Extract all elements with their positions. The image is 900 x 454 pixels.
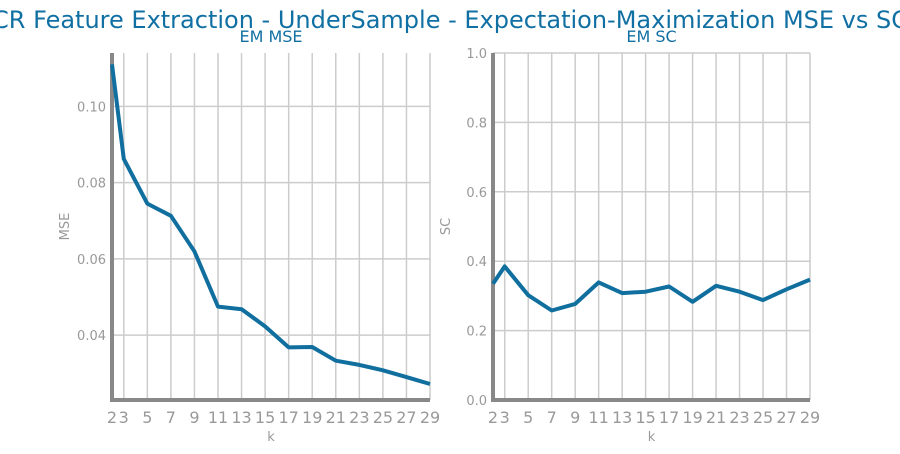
mse-y-tick-label: 0.10	[77, 100, 106, 115]
sc-x-tick-label: 19	[682, 408, 702, 427]
sc-y-axis-title: SC	[439, 218, 454, 235]
sc-x-tick-label: 15	[635, 408, 655, 427]
mse-x-tick-label: 29	[420, 408, 440, 427]
sc-panel: 0.00.20.40.60.81.02 3 5 7 9 11 13 15 17 19 21 23 25 2…	[439, 27, 820, 445]
sc-x-tick-label: 13	[612, 408, 632, 427]
sc-y-tick-label: 0.0	[466, 394, 487, 409]
mse-x-tick-label: 3	[119, 408, 129, 427]
sc-x-tick-label: 2	[488, 408, 498, 427]
sc-x-tick-label: 29	[800, 408, 820, 427]
sc-x-axis-title: k	[648, 430, 656, 445]
sc-x-tick-label: 25	[753, 408, 773, 427]
mse-x-tick-label: 7	[166, 408, 176, 427]
mse-x-tick-label: 13	[231, 408, 251, 427]
sc-y-tick-label: 0.8	[466, 116, 487, 131]
mse-x-tick-label: 17	[278, 408, 298, 427]
mse-y-tick-label: 0.06	[77, 253, 106, 268]
sc-y-tick-label: 0.2	[466, 325, 487, 340]
sc-x-tick-label: 3	[500, 408, 510, 427]
mse-panel: 0.040.060.080.102 3 5 7 9 11 13 15 17 19 21 23 25 27 2…	[58, 27, 440, 445]
sc-y-tick-label: 1.0	[466, 47, 487, 62]
sc-x-tick-label: 23	[729, 408, 749, 427]
mse-x-tick-label: 9	[189, 408, 199, 427]
sc-x-tick-label: 5	[523, 408, 533, 427]
sc-x-tick-label: 11	[588, 408, 608, 427]
mse-x-tick-label: 15	[255, 408, 275, 427]
sc-y-tick-label: 0.6	[466, 186, 487, 201]
figure-title: CR Feature Extraction - UnderSample - Ex…	[0, 6, 900, 34]
sc-x-tick-label: 17	[659, 408, 679, 427]
mse-x-tick-label: 5	[142, 408, 152, 427]
mse-x-tick-label: 23	[349, 408, 369, 427]
mse-x-tick-label: 19	[302, 408, 322, 427]
mse-y-tick-label: 0.08	[77, 177, 106, 192]
sc-series-line	[491, 264, 811, 313]
sc-x-tick-label: 27	[776, 408, 796, 427]
mse-series-line	[110, 64, 431, 386]
mse-x-tick-label: 25	[373, 408, 393, 427]
mse-x-tick-label: 27	[396, 408, 416, 427]
mse-x-tick-label: 2	[107, 408, 117, 427]
mse-x-tick-label: 21	[326, 408, 346, 427]
sc-y-tick-label: 0.4	[466, 255, 487, 270]
mse-y-axis-title: MSE	[58, 213, 73, 241]
sc-x-tick-label: 9	[570, 408, 580, 427]
mse-y-tick-label: 0.04	[77, 329, 106, 344]
mse-x-tick-label: 11	[208, 408, 228, 427]
sc-x-tick-label: 21	[706, 408, 726, 427]
sc-panel-title: EM SC	[626, 27, 676, 46]
mse-panel-title: EM MSE	[239, 27, 302, 46]
sc-x-tick-label: 7	[547, 408, 557, 427]
mse-x-axis-title: k	[267, 430, 275, 445]
